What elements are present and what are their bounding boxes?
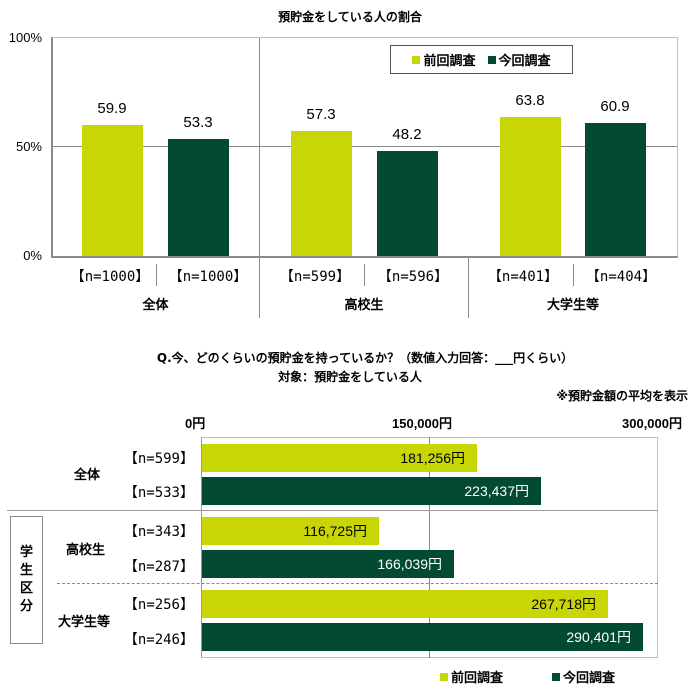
- legend-label-curr: 今回調査: [498, 54, 551, 69]
- top-chart-title: 預貯金をしている人の割合: [278, 10, 422, 24]
- value-label-zentai-curr: 53.3: [183, 114, 213, 131]
- row-n-zentai-prev: 【n=599】: [123, 451, 194, 467]
- category-label-daigakusei: 大学生等: [546, 298, 599, 313]
- question-text: Q.今、どのくらいの預貯金を持っているか？（数値入力回答：___円くらい）: [156, 351, 574, 365]
- side-label-char-2: 生: [19, 563, 33, 578]
- target-text: 対象：預貯金をしている人: [278, 370, 422, 384]
- x-tick-150000: 150,000円: [392, 416, 452, 431]
- bottom-legend-label-prev: 前回調査: [451, 671, 504, 686]
- y-tick-100: 100%: [8, 30, 42, 45]
- n-label-daigakusei-curr: 【n=404】: [585, 269, 657, 285]
- value-label-daigakusei-prev: 63.8: [515, 92, 545, 109]
- top-plot-area: [51, 37, 678, 258]
- hbar-koukousei-curr: 166,039円: [202, 550, 454, 578]
- group-separator-2: [468, 256, 469, 318]
- category-label-koukousei: 高校生: [344, 298, 384, 313]
- hbar-label-zentai-prev: 181,256円: [400, 450, 465, 466]
- n-label-zentai-prev: 【n=1000】: [70, 269, 150, 285]
- legend-label-prev: 前回調査: [423, 54, 476, 69]
- bottom-legend-swatch-prev: [440, 672, 448, 681]
- hbar-label-daigakusei-prev: 267,718円: [531, 596, 596, 612]
- hbar-label-daigakusei-curr: 290,401円: [566, 629, 631, 645]
- value-label-zentai-prev: 59.9: [97, 100, 127, 117]
- gridline-150000: [429, 437, 430, 658]
- row-group-daigakusei: 大学生等: [58, 615, 111, 630]
- bar-koukousei-curr: [377, 151, 438, 256]
- row-n-daigakusei-curr: 【n=246】: [123, 632, 194, 648]
- n-separator-koukousei: [364, 264, 365, 286]
- row-n-koukousei-curr: 【n=287】: [123, 559, 194, 575]
- value-label-daigakusei-curr: 60.9: [600, 98, 630, 115]
- n-label-zentai-curr: 【n=1000】: [168, 269, 248, 285]
- value-label-koukousei-prev: 57.3: [306, 106, 336, 123]
- x-tick-0: 0円: [185, 416, 206, 431]
- bar-zentai-prev: [82, 125, 143, 256]
- row-group-koukousei: 高校生: [66, 543, 106, 558]
- hbar-daigakusei-curr: 290,401円: [202, 623, 643, 651]
- side-label-char-4: 分: [19, 599, 33, 614]
- row-n-zentai-curr: 【n=533】: [123, 485, 194, 501]
- separator-dashed: [57, 583, 658, 584]
- n-label-koukousei-curr: 【n=596】: [377, 269, 449, 285]
- y-tick-50: 50%: [15, 139, 42, 154]
- group-separator-1: [259, 38, 260, 318]
- hbar-label-koukousei-curr: 166,039円: [377, 556, 442, 572]
- n-label-daigakusei-prev: 【n=401】: [487, 269, 559, 285]
- separator-solid: [7, 510, 658, 511]
- student-category-box: 学 生 区 分: [10, 516, 43, 644]
- side-label-char-1: 学: [19, 545, 33, 560]
- hbar-daigakusei-prev: 267,718円: [202, 590, 608, 618]
- top-legend: 前回調査 今回調査: [390, 45, 573, 74]
- category-label-zentai: 全体: [142, 298, 169, 313]
- row-n-daigakusei-prev: 【n=256】: [123, 597, 194, 613]
- bar-zentai-curr: [168, 139, 229, 256]
- bar-koukousei-prev: [291, 131, 352, 256]
- hbar-zentai-prev: 181,256円: [202, 444, 477, 472]
- bottom-legend-prev: 前回調査: [440, 667, 503, 686]
- legend-item-curr: 今回調査: [487, 50, 551, 69]
- bar-daigakusei-curr: [585, 123, 646, 256]
- legend-item-prev: 前回調査: [412, 50, 476, 69]
- row-n-koukousei-prev: 【n=343】: [123, 524, 194, 540]
- legend-swatch-prev: [412, 55, 421, 64]
- hbar-label-koukousei-prev: 116,725円: [303, 523, 367, 539]
- hbar-zentai-curr: 223,437円: [202, 477, 541, 505]
- hbar-koukousei-prev: 116,725円: [202, 517, 379, 545]
- n-label-koukousei-prev: 【n=599】: [279, 269, 351, 285]
- legend-swatch-curr: [487, 55, 496, 64]
- note-text: ※預貯金額の平均を表示: [556, 389, 688, 403]
- row-group-zentai: 全体: [74, 468, 101, 483]
- y-tick-0: 0%: [23, 248, 42, 263]
- n-separator-daigakusei: [573, 264, 574, 286]
- bar-daigakusei-prev: [500, 117, 561, 256]
- bottom-legend-swatch-curr: [552, 672, 560, 681]
- n-separator-zentai: [156, 264, 157, 286]
- bottom-legend-curr: 今回調査: [552, 667, 615, 686]
- value-label-koukousei-curr: 48.2: [392, 126, 422, 143]
- hbar-label-zentai-curr: 223,437円: [464, 483, 529, 499]
- x-tick-300000: 300,000円: [622, 416, 682, 431]
- side-label-char-3: 区: [19, 581, 33, 596]
- gridline-50: [52, 146, 677, 147]
- bottom-legend-label-curr: 今回調査: [563, 671, 616, 686]
